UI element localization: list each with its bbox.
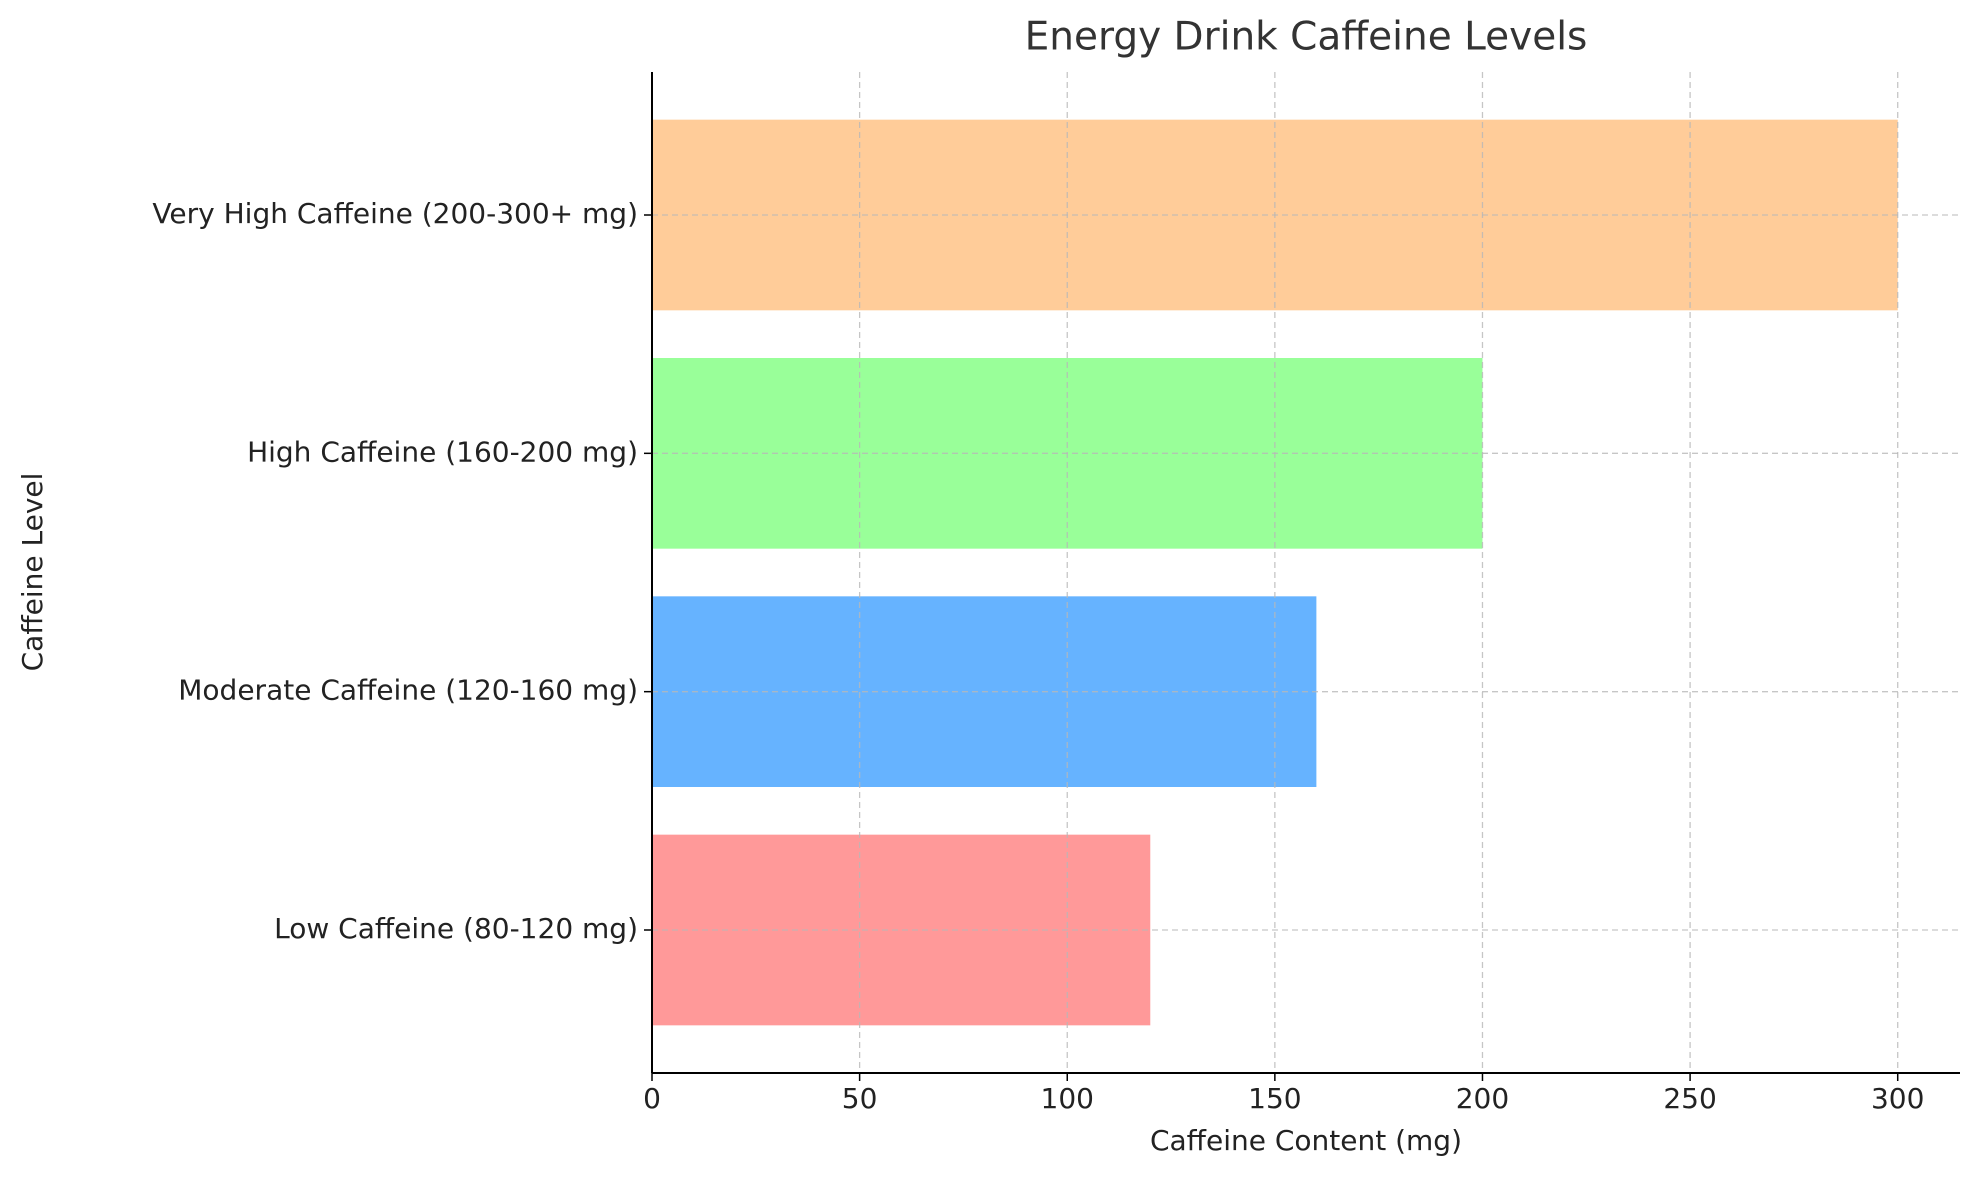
x-tick-label: 300: [1871, 1082, 1924, 1115]
y-tick-label: Moderate Caffeine (120-160 mg): [178, 674, 638, 707]
x-tick-label: 0: [643, 1082, 661, 1115]
x-tick-label: 200: [1456, 1082, 1509, 1115]
x-tick-label: 250: [1663, 1082, 1716, 1115]
x-tick-label: 50: [842, 1082, 878, 1115]
y-axis-label: Caffeine Level: [16, 473, 49, 672]
x-tick-label: 100: [1041, 1082, 1094, 1115]
y-tick-label: High Caffeine (160-200 mg): [247, 435, 638, 468]
x-tick-label: 150: [1248, 1082, 1301, 1115]
chart-title: Energy Drink Caffeine Levels: [1025, 15, 1588, 60]
x-axis-label: Caffeine Content (mg): [1150, 1124, 1462, 1157]
y-tick-label: Low Caffeine (80-120 mg): [274, 912, 638, 945]
y-tick-label: Very High Caffeine (200-300+ mg): [152, 197, 638, 230]
